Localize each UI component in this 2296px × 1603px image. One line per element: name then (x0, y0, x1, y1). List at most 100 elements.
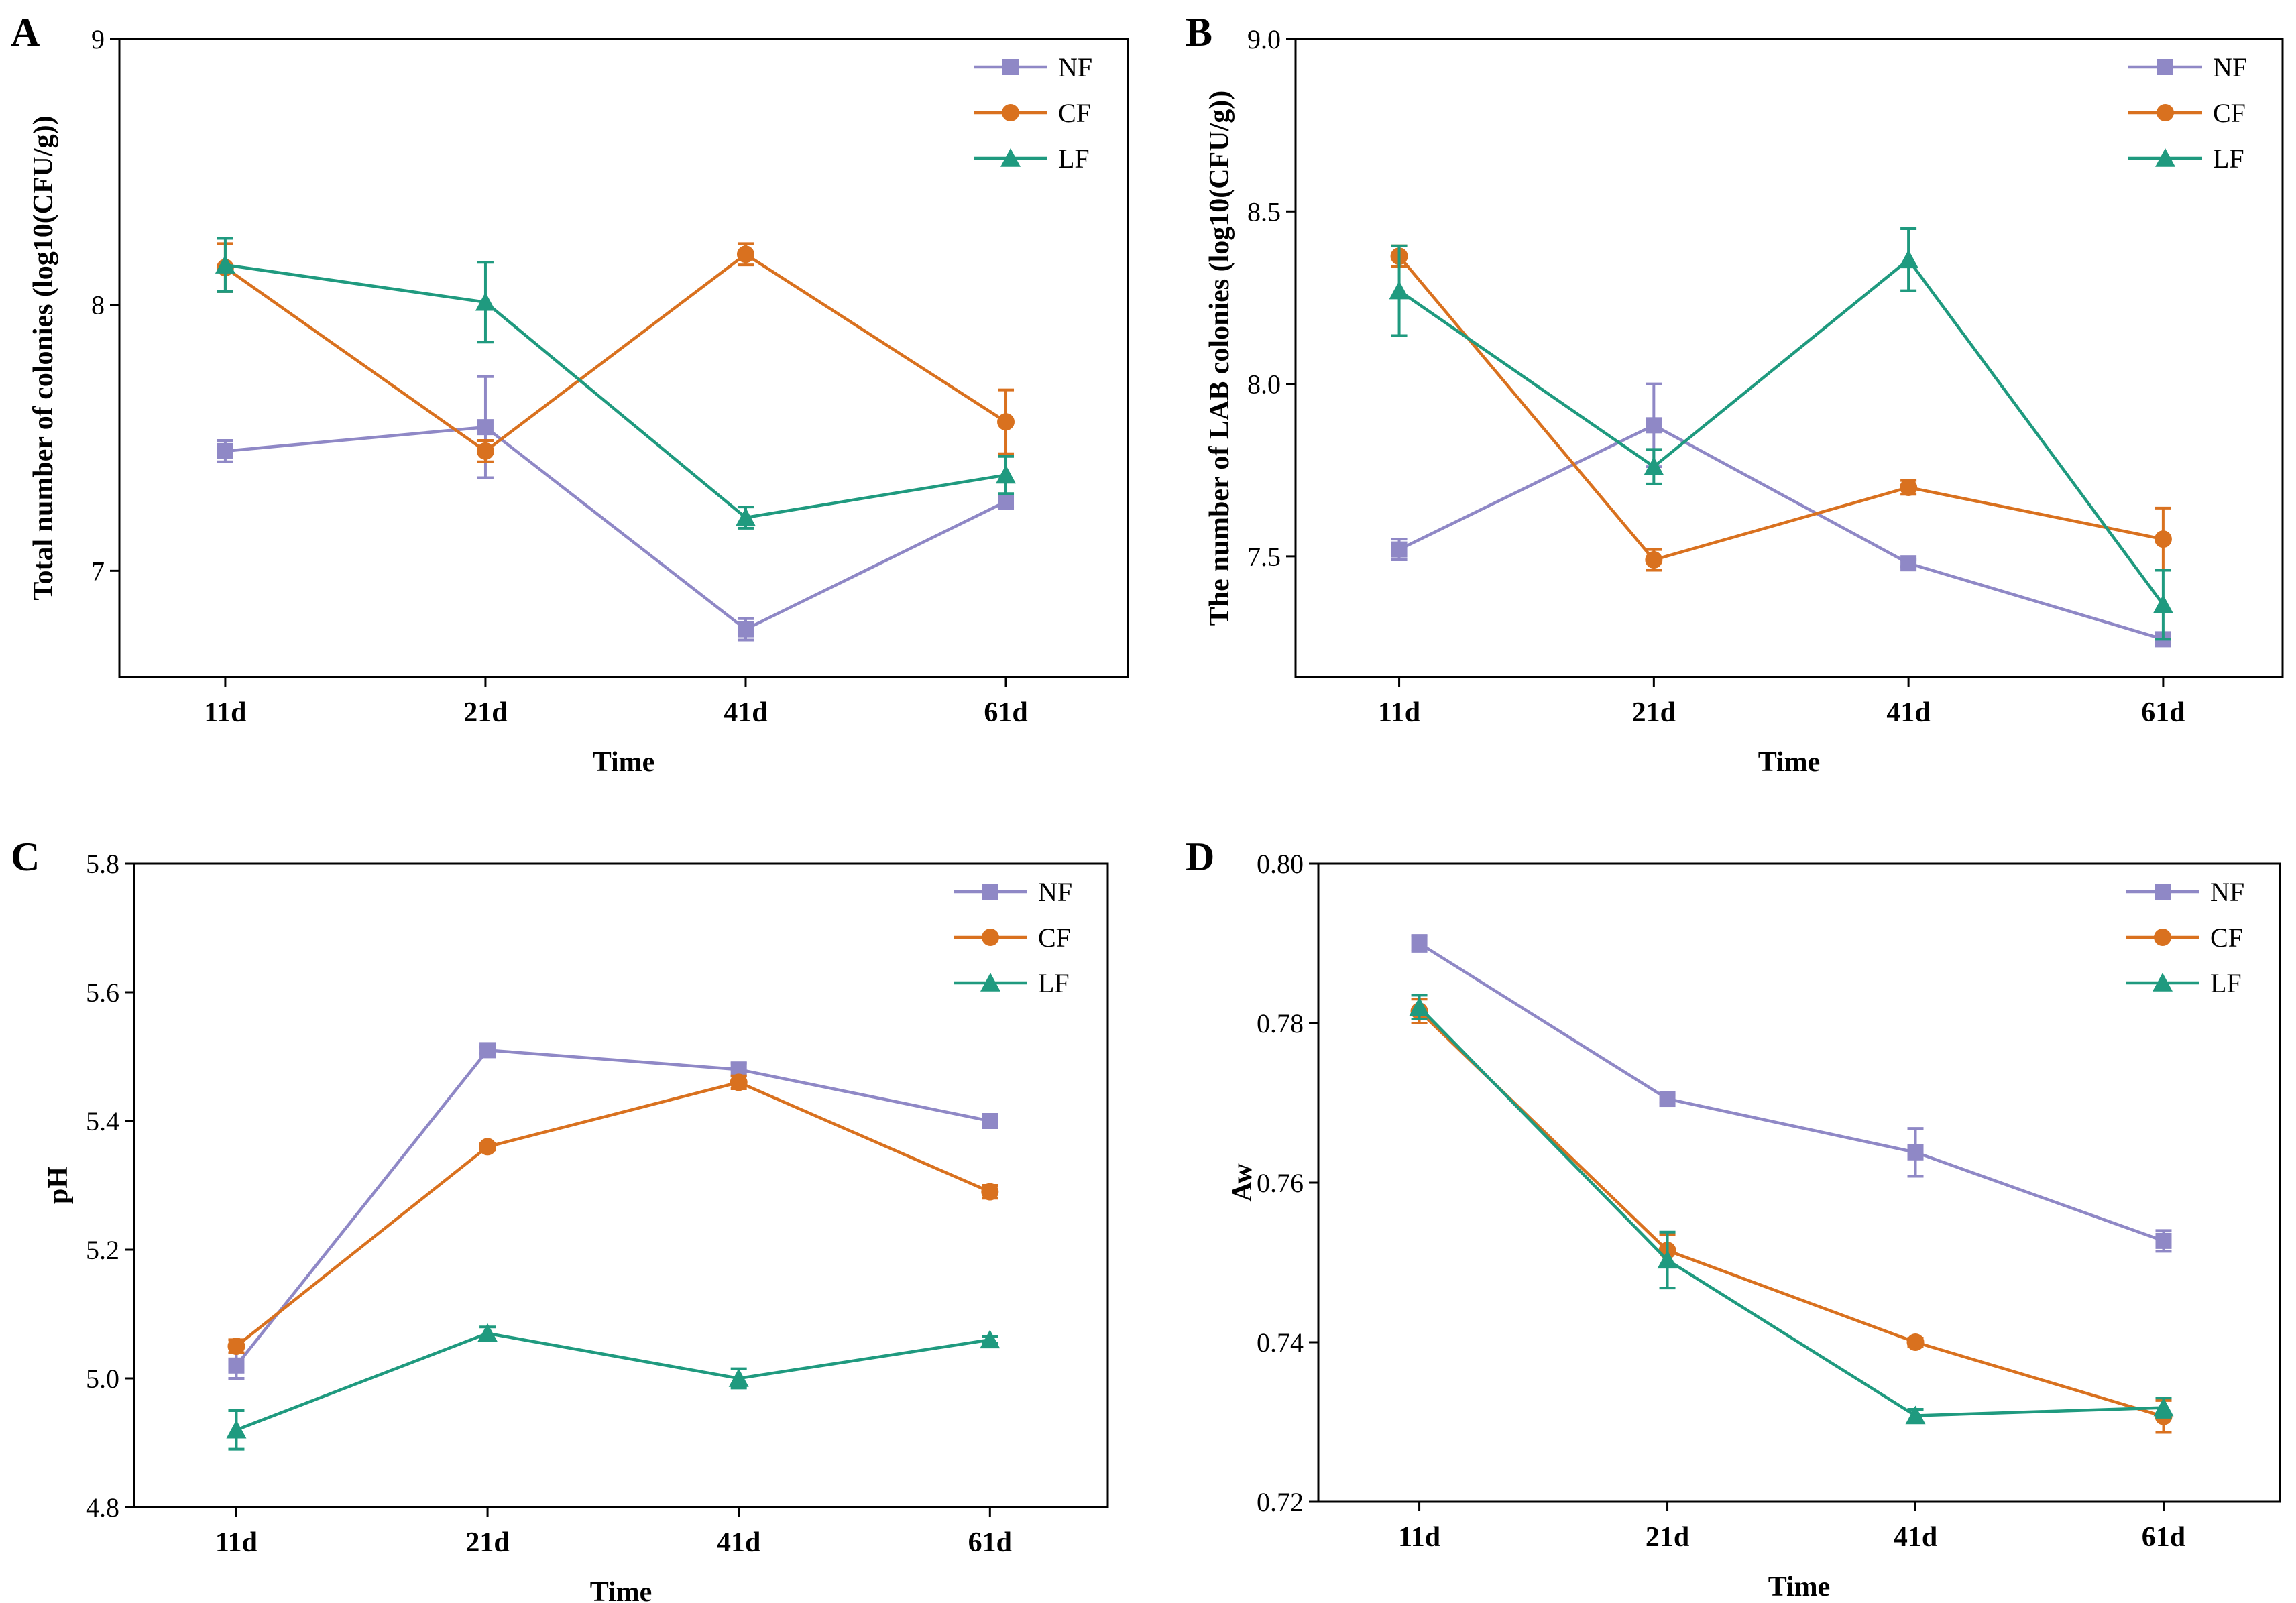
x-axis-title: Time (1758, 747, 1821, 778)
legend-label-LF: LF (1058, 143, 1090, 174)
x-tick-label: 11d (1378, 697, 1420, 728)
x-tick-label: 41d (724, 697, 767, 728)
x-axis-title: Time (593, 747, 655, 778)
legend-marker-NF (2155, 884, 2171, 900)
data-point-LF (1905, 1405, 1926, 1425)
y-axis-title: Total number of colonies (log10(CFU/g)) (28, 115, 59, 600)
series-CF (1410, 998, 2173, 1434)
legend-label-CF: CF (2210, 923, 2243, 953)
data-point-CF (997, 413, 1015, 431)
plot-frame (133, 862, 1109, 1508)
x-tick-label: 61d (2142, 1522, 2185, 1553)
legend-label-NF: NF (1058, 52, 1092, 82)
data-point-CF (2154, 530, 2172, 548)
series-LF (226, 1323, 1000, 1451)
plot-frame (118, 38, 1129, 678)
x-tick-label: 41d (1894, 1522, 1937, 1553)
series-NF (1411, 934, 2172, 1253)
series-line-NF (1418, 942, 2165, 1242)
legend-marker-CF (1002, 104, 1019, 121)
y-tick-label: 8.0 (1247, 369, 1281, 400)
legend-marker-NF (2157, 59, 2173, 75)
data-point-LF (1389, 280, 1410, 300)
data-point-NF (217, 442, 233, 459)
data-point-NF (1391, 541, 1408, 558)
data-point-NF (998, 493, 1015, 510)
legend-marker-NF (982, 884, 998, 900)
x-tick-label: 21d (465, 1527, 509, 1558)
legend-marker-CF (982, 929, 999, 946)
legend-label-NF: NF (2213, 52, 2247, 82)
y-tick-label: 0.72 (1257, 1487, 1304, 1517)
y-tick-label: 0.78 (1257, 1008, 1304, 1038)
x-tick-label: 11d (215, 1527, 257, 1558)
legend-label-CF: CF (1038, 923, 1071, 953)
x-tick-label: 21d (463, 697, 507, 728)
legend: NF CF LF (954, 877, 1072, 998)
data-point-CF (730, 1073, 748, 1091)
chart-panel-A: A 7 8 9 11d 21d 41d 61d Time Total number of colo… (11, 10, 1129, 778)
x-axis-title: Time (590, 1577, 652, 1603)
series-line-LF (1418, 1006, 2164, 1417)
data-point-NF (228, 1357, 245, 1374)
series-CF (1390, 244, 2172, 572)
series-line-LF (235, 1331, 990, 1431)
series-line-LF (1398, 257, 2165, 606)
data-point-LF (215, 255, 235, 274)
y-tick-label: 5.2 (86, 1235, 119, 1265)
data-point-NF (477, 419, 494, 436)
legend-marker-LF (980, 973, 1000, 992)
chart-panel-C: C 4.8 5.0 5.2 5.4 5.6 5.8 11d 21d 41d 61d Time pH NF C… (11, 835, 1109, 1603)
legend-marker-CF (2154, 929, 2171, 946)
y-tick-label: 0.74 (1257, 1327, 1304, 1358)
data-point-CF (1645, 551, 1663, 569)
y-axis-title: The number of LAB colonies (log10(CFU/g)… (1204, 91, 1235, 626)
legend-marker-LF (2155, 148, 2175, 167)
legend-label-CF: CF (2213, 98, 2246, 128)
data-point-CF (476, 442, 494, 460)
series-CF (227, 1073, 999, 1355)
legend: NF CF LF (2128, 52, 2247, 174)
x-tick-label: 41d (717, 1527, 760, 1558)
data-point-NF (479, 1042, 496, 1059)
data-point-NF (1900, 555, 1917, 572)
series-NF (217, 375, 1015, 642)
data-point-CF (1906, 1333, 1925, 1351)
y-tick-label: 8.5 (1247, 196, 1281, 227)
data-point-CF (479, 1138, 497, 1156)
y-tick-label: 5.6 (86, 977, 119, 1008)
data-point-LF (980, 1329, 1000, 1349)
series-line-CF (235, 1081, 991, 1348)
data-point-LF (226, 1419, 247, 1439)
data-point-CF (736, 245, 754, 263)
series-line-LF (225, 263, 1007, 520)
chart-panel-D: D 0.72 0.74 0.76 0.78 0.80 11d 21d 41d 61d Time Aw N… (1186, 835, 2281, 1602)
data-point-LF (2153, 1397, 2174, 1417)
y-tick-label: 5.4 (86, 1106, 119, 1136)
legend-marker-LF (2152, 973, 2173, 992)
series-line-NF (1398, 423, 2164, 641)
panel-label: D (1186, 835, 1214, 879)
chart-panel-B: B 7.5 8.0 8.5 9.0 11d 21d 41d 61d Time The number … (1186, 10, 2284, 778)
series-line-NF (225, 425, 1007, 632)
panel-label: C (11, 835, 40, 879)
series-LF (215, 237, 1017, 530)
series-line-CF (1418, 1010, 2165, 1418)
legend-marker-LF (1000, 148, 1021, 167)
plot-frame (1294, 38, 2284, 678)
data-point-NF (1646, 417, 1662, 434)
data-point-LF (1644, 457, 1664, 475)
legend-marker-CF (2157, 104, 2174, 121)
data-point-LF (477, 1323, 498, 1342)
x-tick-label: 61d (984, 697, 1027, 728)
legend: NF CF LF (974, 52, 1092, 174)
y-tick-label: 7.5 (1247, 542, 1281, 572)
data-point-NF (982, 1113, 998, 1129)
data-point-LF (1898, 249, 1919, 269)
y-tick-label: 5.8 (86, 849, 119, 879)
series-line-CF (224, 252, 1007, 453)
data-point-NF (1907, 1144, 1924, 1161)
data-point-NF (737, 621, 754, 638)
series-line-NF (235, 1049, 990, 1367)
